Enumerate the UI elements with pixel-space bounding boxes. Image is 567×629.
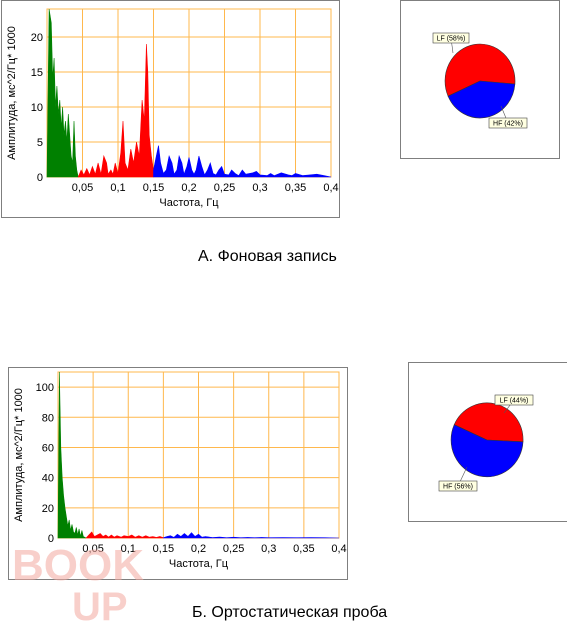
chart-b-x-tick-label: 0,35: [293, 543, 314, 555]
chart-a-y-tick-label: 10: [31, 102, 43, 114]
pie-panel-b: LF (44%) HF (56%): [408, 362, 567, 522]
chart-b-x-tick-label: 0,1: [121, 543, 136, 555]
chart-a-y-tick-label: 15: [31, 67, 43, 79]
chart-a-x-tick-label: 0,15: [143, 182, 164, 194]
chart-b-series-area-2: [163, 532, 340, 539]
chart-b-series-area-0: [57, 371, 87, 539]
pie-a-label-box: [488, 117, 528, 129]
spectrum-chart-b: 0,05 0,1 0,15 0,2 0,25 0,3 0,35 0,4 0 20 40 60 80 100…: [13, 371, 347, 570]
chart-a-y-tick-label: 5: [37, 137, 43, 149]
pie-a-slice-label: HF (42%): [493, 121, 523, 128]
chart-a-y-tick-label: 0: [37, 172, 43, 184]
pie-b-slice-label: LF (44%): [500, 398, 529, 405]
chart-a-series-area-1: [77, 43, 154, 178]
pie-chart-b: LF (44%) HF (56%): [438, 394, 534, 492]
spectrum-chart-a: 0,05 0,1 0,15 0,2 0,25 0,3 0,35 0,4 0 5 10 15 20 Част…: [6, 8, 339, 209]
chart-b-y-tick-label: 60: [42, 442, 54, 454]
chart-b-y-tick-label: 20: [42, 503, 54, 515]
chart-b-y-tick-label: 40: [42, 473, 54, 485]
pie-chart-a: LF (58%) HF (42%): [432, 32, 528, 129]
chart-a-series-area-0: [46, 8, 79, 178]
chart-b-series-area-1: [85, 531, 164, 539]
chart-b-x-tick-label: 0,2: [191, 543, 206, 555]
chart-a-x-axis-title: Частота, Гц: [159, 197, 219, 209]
chart-a-series-area-2: [153, 145, 332, 178]
watermark-logo: BOOK UP: [12, 541, 144, 629]
chart-a-x-tick-label: 0,35: [285, 182, 306, 194]
pie-a-slice-1: [447, 80, 516, 119]
spectrum-panel-b: 0,05 0,1 0,15 0,2 0,25 0,3 0,35 0,4 0 20 40 60 80 100…: [8, 367, 348, 580]
chart-b-y-tick-label: 0: [48, 533, 54, 545]
pie-a-slice-label: LF (58%): [437, 36, 466, 43]
chart-b-y-tick-label: 80: [42, 412, 54, 424]
chart-b-x-tick-label: 0,4: [331, 543, 346, 555]
watermark-line2: UP: [72, 585, 128, 629]
chart-a-x-tick-label: 0,4: [323, 182, 338, 194]
pie-b-label-box: [494, 394, 534, 406]
pie-b-slice-label: HF (56%): [443, 484, 473, 491]
chart-a-x-tick-label: 0,1: [110, 182, 125, 194]
pie-panel-a: LF (58%) HF (42%): [400, 0, 560, 159]
pie-b-label-box: [438, 480, 478, 492]
watermark-line1: BOOK: [12, 541, 144, 590]
chart-b-x-tick-label: 0,15: [153, 543, 174, 555]
chart-a-x-tick-label: 0,25: [214, 182, 235, 194]
spectrum-panel-a: 0,05 0,1 0,15 0,2 0,25 0,3 0,35 0,4 0 5 10 15 20 Част…: [1, 0, 340, 218]
chart-a-x-tick-label: 0,05: [72, 182, 93, 194]
chart-a-y-axis-title: Амплитуда, мс^2/Гц* 1000: [6, 26, 18, 160]
chart-b-x-tick-label: 0,25: [223, 543, 244, 555]
chart-b-x-tick-label: 0,3: [261, 543, 276, 555]
chart-b-x-tick-label: 0,05: [82, 543, 103, 555]
caption-a: А. Фоновая запись: [198, 248, 337, 265]
chart-b-y-tick-label: 100: [36, 382, 54, 394]
chart-b-y-axis-title: Амплитуда, мс^2/Гц* 1000: [13, 388, 25, 522]
pie-a-slice-0: [444, 43, 516, 97]
caption-b: Б. Ортостатическая проба: [192, 604, 388, 621]
chart-a-x-tick-label: 0,3: [252, 182, 267, 194]
pie-b-slice-1: [450, 424, 524, 478]
chart-a-x-tick-label: 0,2: [181, 182, 196, 194]
pie-a-label-box: [432, 32, 470, 44]
chart-a-y-tick-label: 20: [31, 32, 43, 44]
chart-b-x-axis-title: Частота, Гц: [169, 558, 229, 570]
